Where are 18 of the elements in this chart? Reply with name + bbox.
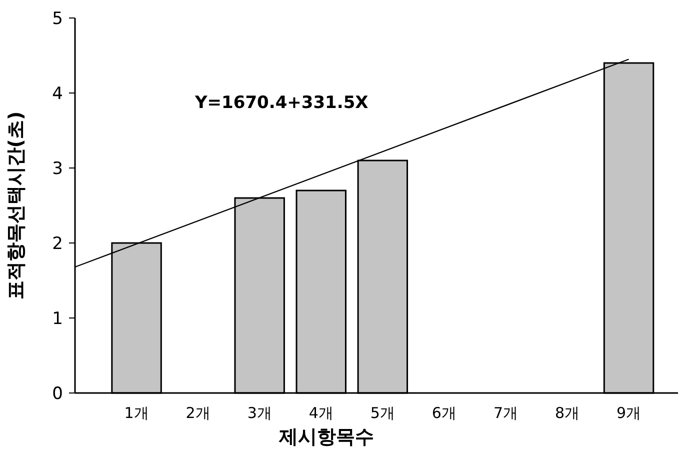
annotation: Y=1670.4+331.5X — [194, 93, 368, 113]
x-tick-label: 4개 — [308, 404, 334, 422]
x-tick-label: 9개 — [616, 404, 642, 422]
y-tick-label: 4 — [52, 84, 63, 104]
y-tick-label: 2 — [52, 234, 63, 254]
x-axis-title: 제시항목수 — [278, 426, 374, 448]
y-tick-label: 5 — [52, 9, 63, 29]
x-tick-label: 7개 — [493, 404, 518, 422]
x-tick-label: 1개 — [124, 404, 149, 422]
y-tick-label: 3 — [52, 159, 63, 179]
x-tick-label: 3개 — [247, 404, 272, 422]
x-tick-label: 6개 — [432, 404, 456, 422]
y-tick-label: 0 — [52, 384, 63, 404]
x-tick-label: 2개 — [186, 404, 210, 422]
x-tick-label: 8개 — [554, 404, 580, 422]
y-tick-label: 1 — [52, 309, 63, 329]
x-tick-label: 5개 — [370, 404, 395, 422]
y-axis-title: 표적항목선택시간(초) — [5, 111, 27, 300]
